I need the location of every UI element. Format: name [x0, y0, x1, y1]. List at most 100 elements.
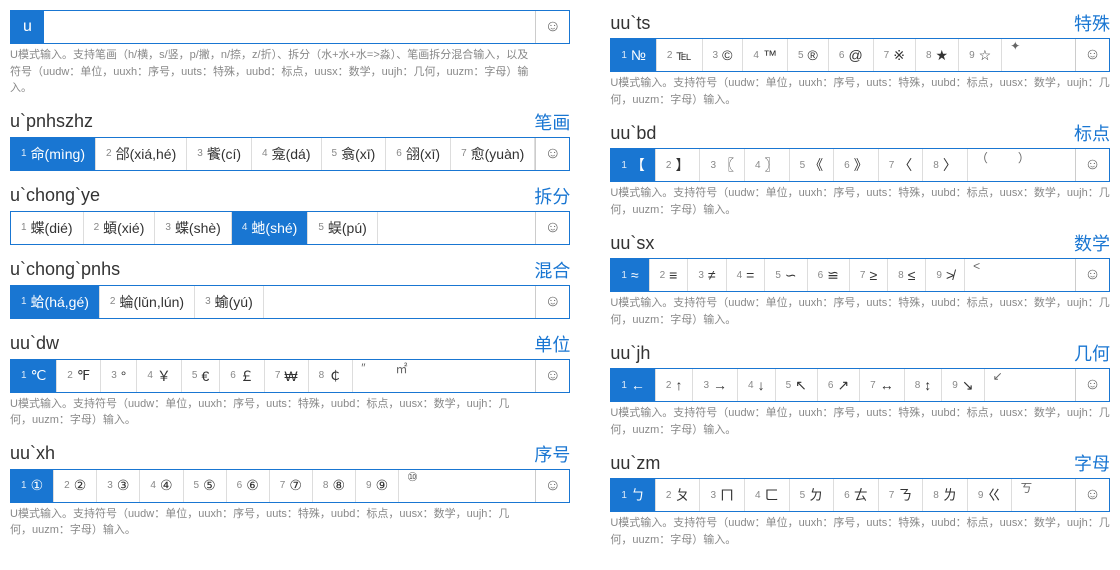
candidate-item[interactable]: 3→ — [693, 369, 738, 401]
candidate-item[interactable]: 2② — [54, 470, 97, 502]
candidate-item[interactable]: 1ㄅ — [611, 479, 656, 511]
candidate-item[interactable]: 4虵(shé) — [232, 212, 308, 244]
candidate-item[interactable]: 9ㄍ — [968, 479, 1013, 511]
smile-icon[interactable]: ☺ — [535, 360, 569, 392]
candidate-item[interactable]: 5《 — [790, 149, 835, 181]
candidate-item[interactable]: 7⑦ — [270, 470, 313, 502]
candidate-item[interactable]: 1命(mìng) — [11, 138, 96, 170]
candidate-item[interactable]: 1蝶(dié) — [11, 212, 84, 244]
candidate-item[interactable]: 4ㄈ — [745, 479, 790, 511]
candidate-item[interactable]: 2】 — [656, 149, 701, 181]
candidate-item[interactable]: 8〉 — [923, 149, 968, 181]
candidate-item[interactable]: 3ㄇ — [700, 479, 745, 511]
candidate-item[interactable]: 2蝢(xié) — [84, 212, 156, 244]
candidate-index: 4 — [755, 490, 761, 501]
candidate-text: ① — [31, 477, 44, 494]
candidate-item[interactable]: 6↗ — [818, 369, 860, 401]
ime-category-label: 几何 — [1074, 340, 1110, 366]
candidate-item[interactable]: 6￡ — [220, 360, 265, 392]
smile-icon[interactable]: ☺ — [535, 286, 569, 318]
candidate-item[interactable]: 5€ — [182, 360, 220, 392]
smile-icon[interactable]: ☺ — [535, 138, 569, 170]
candidate-item[interactable]: 2℡ — [657, 39, 703, 71]
candidate-item[interactable]: 7※ — [874, 39, 916, 71]
smile-icon[interactable]: ☺ — [1075, 149, 1109, 181]
candidate-item[interactable]: 8⑧ — [313, 470, 356, 502]
candidate-item[interactable]: 1≈ — [611, 259, 649, 291]
candidate-index: 8 — [898, 270, 904, 281]
candidate-item[interactable]: 6翖(xī) — [386, 138, 451, 170]
candidate-item[interactable]: 2℉ — [57, 360, 101, 392]
candidate-item[interactable]: 4= — [727, 259, 766, 291]
candidate-item[interactable]: 3〖 — [700, 149, 745, 181]
candidate-item[interactable]: 8￠ — [309, 360, 354, 392]
candidate-item[interactable]: 5∽ — [765, 259, 807, 291]
candidate-item[interactable]: 2↑ — [656, 369, 694, 401]
candidate-item[interactable]: 4④ — [140, 470, 183, 502]
smile-icon[interactable]: ☺ — [1075, 369, 1109, 401]
candidate-index: 4 — [755, 160, 761, 171]
candidate-text: ≠ — [708, 267, 716, 283]
candidate-item[interactable]: 1← — [611, 369, 656, 401]
smile-icon[interactable]: ☺ — [535, 11, 569, 43]
smile-icon[interactable]: ☺ — [535, 212, 569, 244]
candidate-item[interactable]: 2ㄆ — [656, 479, 701, 511]
candidate-item[interactable]: 8ㄌ — [923, 479, 968, 511]
candidate-item[interactable]: 8★ — [916, 39, 959, 71]
candidate-index: 2 — [667, 50, 673, 61]
candidate-item[interactable]: 8≤ — [888, 259, 926, 291]
candidate-item[interactable]: 1№ — [611, 39, 657, 71]
candidate-item[interactable]: 9⑨ — [356, 470, 399, 502]
candidate-item[interactable]: 3© — [703, 39, 744, 71]
candidate-item[interactable]: 9☆ — [959, 39, 1002, 71]
candidate-item[interactable]: 4™ — [743, 39, 788, 71]
candidate-item[interactable]: 9≯ — [926, 259, 965, 291]
candidate-item[interactable]: 6⑥ — [227, 470, 270, 502]
candidate-item[interactable]: 5ㄉ — [790, 479, 835, 511]
candidate-item[interactable]: 3飺(cí) — [187, 138, 252, 170]
ime-input-label: u`pnhszhz — [10, 109, 93, 134]
candidate-text: ≤ — [908, 267, 916, 283]
candidate-item[interactable]: 7↔ — [860, 369, 905, 401]
candidate-index: 6 — [844, 160, 850, 171]
candidate-item[interactable]: 4〗 — [745, 149, 790, 181]
candidate-item[interactable]: 6@ — [829, 39, 874, 71]
candidate-item[interactable]: 7₩ — [265, 360, 309, 392]
candidate-item[interactable]: 1【 — [611, 149, 656, 181]
candidate-item[interactable]: 3蝓(yú) — [195, 286, 264, 318]
candidate-item[interactable]: 6ㄊ — [834, 479, 879, 511]
candidate-item[interactable]: 1蛤(há,gé) — [11, 286, 100, 318]
candidate-item[interactable]: 5翕(xī) — [322, 138, 387, 170]
smile-icon[interactable]: ☺ — [1075, 39, 1109, 71]
candidate-item[interactable]: 7〈 — [879, 149, 924, 181]
candidate-item[interactable]: 1① — [11, 470, 54, 502]
candidate-item[interactable]: 5蜈(pú) — [308, 212, 377, 244]
candidate-item[interactable]: 6》 — [834, 149, 879, 181]
candidate-item[interactable]: 2郃(xiá,hé) — [96, 138, 187, 170]
candidate-item[interactable]: 6≌ — [808, 259, 850, 291]
ime-text-input[interactable] — [44, 11, 535, 43]
candidate-item[interactable]: 4↓ — [738, 369, 776, 401]
candidate-item[interactable]: 3③ — [97, 470, 140, 502]
candidate-item[interactable]: 3≠ — [688, 259, 726, 291]
candidate-item[interactable]: 7愈(yuàn) — [451, 138, 535, 170]
smile-icon[interactable]: ☺ — [1075, 259, 1109, 291]
candidate-item[interactable]: 3蝶(shè) — [155, 212, 231, 244]
candidate-item[interactable]: 4￥ — [137, 360, 182, 392]
smile-icon[interactable]: ☺ — [1075, 479, 1109, 511]
candidate-item[interactable]: 7≥ — [850, 259, 888, 291]
extra-symbol: ⑩ — [407, 470, 418, 484]
candidate-item[interactable]: 3° — [101, 360, 137, 392]
smile-icon[interactable]: ☺ — [535, 470, 569, 502]
candidate-item[interactable]: 5® — [788, 39, 829, 71]
candidate-item[interactable]: 5⑤ — [184, 470, 227, 502]
candidate-item[interactable]: 7ㄋ — [879, 479, 924, 511]
candidate-item[interactable]: 5↖ — [776, 369, 818, 401]
candidate-item[interactable]: 4龛(dá) — [252, 138, 321, 170]
candidate-item[interactable]: 9↘ — [942, 369, 984, 401]
candidate-item[interactable]: 2≡ — [650, 259, 689, 291]
candidate-item[interactable]: 1℃ — [11, 360, 57, 392]
candidate-item[interactable]: 8↕ — [905, 369, 943, 401]
candidate-index: 5 — [332, 148, 338, 159]
candidate-item[interactable]: 2蜦(lǔn,lún) — [100, 286, 195, 318]
